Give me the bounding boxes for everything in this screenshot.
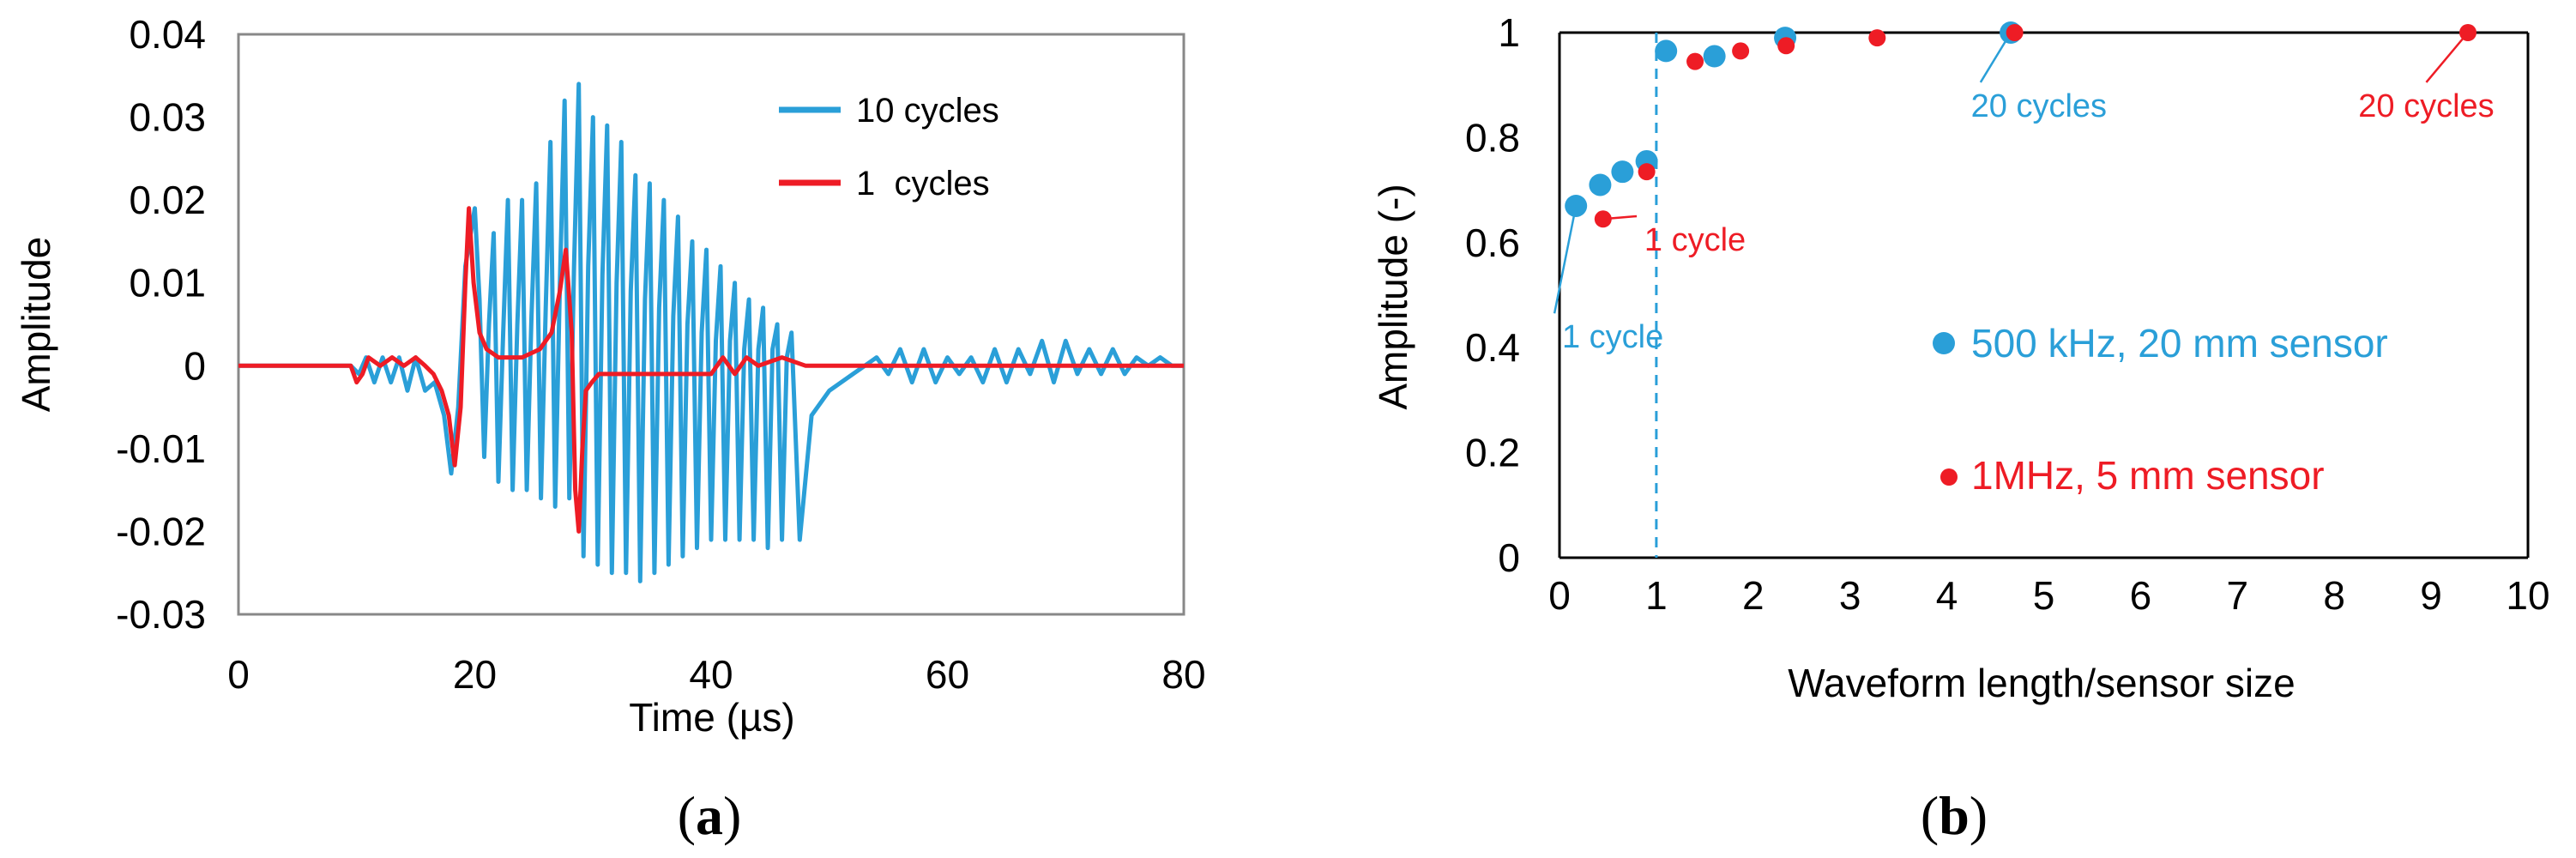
panel-b-x-tick-label: 7 <box>2227 573 2249 618</box>
legend-marker-1mhz <box>1940 468 1958 486</box>
panel-a-x-axis-label: Time (µs) <box>629 695 794 740</box>
point-500khz <box>1565 194 1588 217</box>
panel-b-y-tick-label: 0 <box>1498 535 1520 580</box>
point-1mhz <box>2459 24 2477 41</box>
point-1mhz <box>1868 29 1886 47</box>
panel-a-x-tick-label: 40 <box>689 652 733 697</box>
panel-a-y-tick-label: 0.02 <box>129 178 206 222</box>
panel-a-chart: -0.03 -0.02 -0.01 0 0.01 0.02 0.03 0.04 0 20 40 60… <box>14 12 1206 846</box>
point-1mhz <box>1686 52 1704 70</box>
panel-b-x-tick-label: 2 <box>1742 573 1765 618</box>
annotation-label: 20 cycles <box>1971 88 2107 124</box>
legend-label-500khz: 500 kHz, 20 mm sensor <box>1971 321 2388 366</box>
panel-b-x-axis-label: Waveform length/sensor size <box>1788 661 2295 705</box>
panel-b-y-tick-label: 0.4 <box>1465 325 1520 370</box>
point-1mhz <box>2006 24 2024 41</box>
panel-b-y-tick-label: 0.2 <box>1465 431 1520 475</box>
panel-a-y-tick-label: -0.01 <box>116 426 206 471</box>
panel-a-caption: (a) <box>678 785 742 846</box>
panel-a-series-lines <box>238 82 1184 583</box>
panel-b-annotations: 1 cycle 1 cycle 20 cycles 20 cycles <box>1553 32 2495 355</box>
panel-b-legend: 500 kHz, 20 mm sensor 1MHz, 5 mm sensor <box>1933 321 2388 498</box>
panel-a-x-tick-label: 0 <box>227 652 250 697</box>
point-1mhz <box>1732 42 1750 60</box>
series-line-10-cycles <box>238 82 1184 583</box>
panel-b-data-points <box>1565 21 2477 228</box>
panel-a-y-tick-labels: -0.03 -0.02 -0.01 0 0.01 0.02 0.03 0.04 <box>116 12 206 637</box>
annotation-label: 1 cycle <box>1562 319 1663 355</box>
panel-b-x-tick-label: 10 <box>2506 573 2549 618</box>
legend-marker-500khz <box>1933 332 1955 354</box>
legend-label-1-cycles: 1 cycles <box>856 165 990 202</box>
panel-b-x-tick-label: 0 <box>1548 573 1571 618</box>
panel-a-x-tick-label: 80 <box>1161 652 1205 697</box>
panel-a-y-tick-label: 0.04 <box>129 12 206 57</box>
panel-a-x-tick-label: 20 <box>453 652 497 697</box>
point-1mhz <box>1777 37 1795 55</box>
annotation-leader-line <box>1553 205 1578 314</box>
annotation-leader-line <box>2425 32 2469 83</box>
point-1mhz <box>1594 210 1612 228</box>
point-500khz <box>1589 173 1612 196</box>
panel-b-x-tick-label: 6 <box>2130 573 2152 618</box>
panel-a-y-tick-label: -0.03 <box>116 592 206 637</box>
point-500khz <box>1703 45 1726 68</box>
panel-b-x-tick-labels: 0 1 2 3 4 5 6 7 8 9 10 <box>1548 573 2549 618</box>
panel-a-y-axis-label: Amplitude <box>14 237 58 413</box>
legend-label-1mhz: 1MHz, 5 mm sensor <box>1971 453 2325 498</box>
panel-b-y-tick-label: 0.6 <box>1465 221 1520 265</box>
panel-b-y-tick-labels: 0 0.2 0.4 0.6 0.8 1 <box>1465 10 1520 580</box>
point-500khz <box>1611 160 1634 184</box>
panel-b-y-tick-label: 0.8 <box>1465 115 1520 160</box>
panel-b-y-axis-label: Amplitude (-) <box>1371 184 1415 409</box>
panel-b-x-tick-label: 3 <box>1839 573 1861 618</box>
panel-a-y-tick-label: 0.03 <box>129 95 206 140</box>
panel-a-x-tick-label: 60 <box>926 652 969 697</box>
panel-a-y-tick-label: -0.02 <box>116 509 206 553</box>
point-1mhz <box>1638 163 1656 181</box>
panel-a-x-tick-labels: 0 20 40 60 80 <box>227 652 1205 697</box>
annotation-label: 1 cycle <box>1644 222 1746 258</box>
panel-b-x-tick-label: 4 <box>1936 573 1958 618</box>
series-line-1-cycles <box>238 206 1184 534</box>
panel-b-x-tick-label: 8 <box>2323 573 2345 618</box>
legend-label-10-cycles: 10 cycles <box>856 92 999 130</box>
point-500khz <box>1655 39 1678 63</box>
panel-b-x-tick-label: 1 <box>1645 573 1668 618</box>
panel-a-y-tick-label: 0.01 <box>129 261 206 305</box>
panel-b-x-tick-label: 9 <box>2420 573 2442 618</box>
panel-b-caption: (b) <box>1921 785 1988 846</box>
panel-b-x-tick-label: 5 <box>2033 573 2055 618</box>
panel-a-legend: 10 cycles 1 cycles <box>779 92 999 202</box>
panel-a-plot-frame <box>237 33 1185 616</box>
panel-b-y-tick-label: 1 <box>1498 10 1520 55</box>
annotation-label: 20 cycles <box>2358 88 2494 124</box>
panel-a-y-tick-label: 0 <box>184 343 206 388</box>
